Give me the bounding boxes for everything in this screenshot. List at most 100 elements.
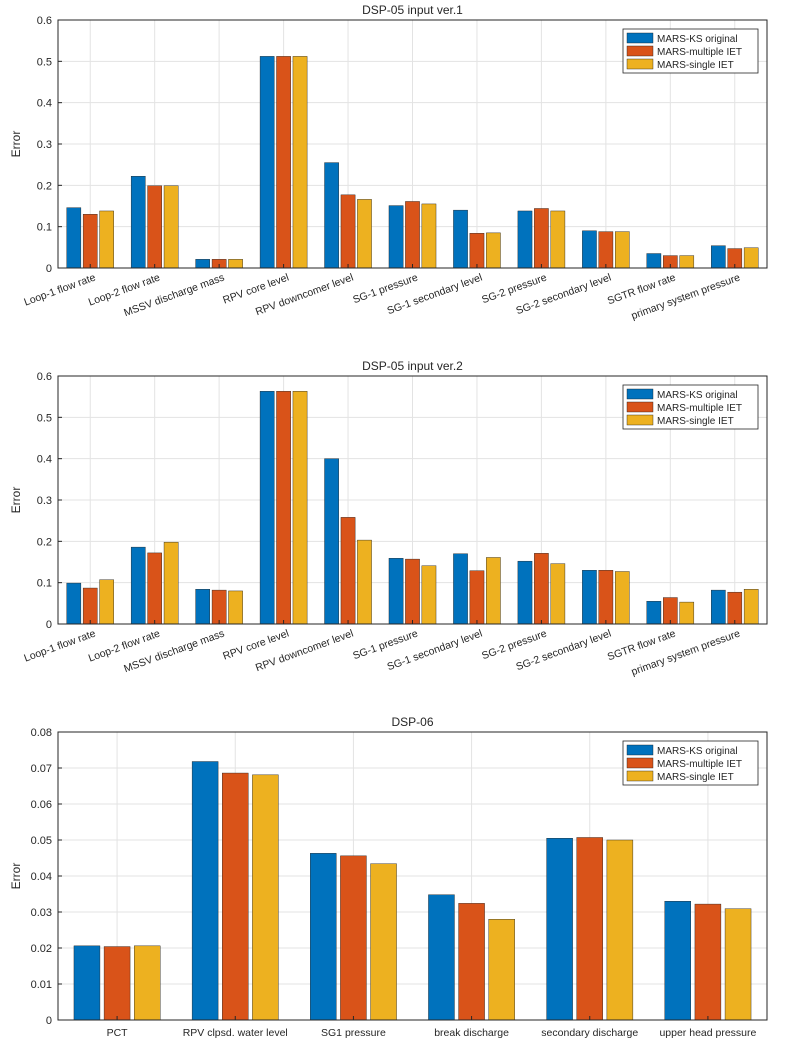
- x-tick-label: primary system pressure: [630, 627, 742, 678]
- bar-mars-single-iet: [679, 601, 695, 625]
- legend-label: MARS-single IET: [657, 60, 734, 71]
- chart-title: DSP-05 input ver.2: [362, 359, 463, 373]
- legend-label: MARS-single IET: [657, 416, 734, 427]
- bar-mars-ks-original: [428, 894, 455, 1021]
- y-tick-label: 0.5: [37, 412, 52, 424]
- bar-mars-ks-original: [517, 560, 533, 625]
- bar-mars-multiple-iet: [694, 903, 722, 1021]
- bar-mars-single-iet: [421, 565, 437, 625]
- chart-title: DSP-06: [391, 715, 433, 729]
- bar-mars-single-iet: [486, 232, 501, 269]
- y-tick-label: 0.2: [37, 180, 52, 192]
- bar-mars-multiple-iet: [469, 233, 485, 269]
- bar-mars-ks-original: [310, 853, 337, 1021]
- bar-mars-single-iet: [615, 571, 630, 625]
- y-tick-label: 0.02: [31, 943, 52, 955]
- bar-mars-single-iet: [724, 908, 752, 1021]
- bar-mars-multiple-iet: [576, 837, 603, 1021]
- legend: MARS-KS original MARS-multiple IET MARS-si…: [622, 384, 759, 430]
- bar-mars-multiple-iet: [469, 570, 485, 625]
- x-tick-label: Loop-1 flow rate: [22, 627, 97, 664]
- y-tick-label: 0.01: [31, 979, 52, 991]
- legend: MARS-KS original MARS-multiple IET MARS-si…: [622, 28, 759, 74]
- bar-mars-ks-original: [191, 761, 219, 1021]
- y-tick-label: 0.5: [37, 56, 52, 68]
- bar-mars-multiple-iet: [534, 208, 549, 269]
- y-axis-label: Error: [9, 487, 23, 514]
- y-tick-label: 0.04: [31, 871, 52, 883]
- bar-mars-multiple-iet: [211, 589, 227, 625]
- x-tick-label: SG1 pressure: [321, 1027, 386, 1039]
- bar-mars-ks-original: [130, 546, 146, 625]
- bar-mars-single-iet: [134, 945, 161, 1021]
- bar-mars-single-iet: [743, 589, 759, 625]
- y-tick-label: 0: [46, 619, 52, 631]
- y-axis-label: Error: [9, 131, 23, 158]
- bar-mars-ks-original: [517, 210, 533, 269]
- legend-label: MARS-KS original: [657, 390, 738, 401]
- x-tick-label: primary system pressure: [630, 271, 742, 322]
- x-tick-label: PCT: [107, 1027, 129, 1039]
- bar-mars-ks-original: [66, 207, 82, 269]
- bar-mars-single-iet: [357, 539, 372, 625]
- legend-label: MARS-KS original: [657, 34, 738, 45]
- legend-swatch: [626, 58, 654, 70]
- bar-mars-multiple-iet: [340, 194, 356, 269]
- bar-mars-single-iet: [370, 863, 397, 1021]
- bar-mars-ks-original: [259, 56, 275, 269]
- bar-mars-multiple-iet: [405, 201, 420, 269]
- bar-mars-single-iet: [550, 210, 566, 269]
- bar-mars-multiple-iet: [405, 558, 420, 625]
- bar-mars-ks-original: [711, 589, 726, 625]
- bar-mars-ks-original: [646, 601, 662, 625]
- x-tick-label: break discharge: [434, 1027, 509, 1039]
- legend-swatch: [626, 770, 654, 782]
- bar-mars-single-iet: [228, 590, 243, 625]
- bar-mars-single-iet: [163, 185, 179, 269]
- y-tick-label: 0.07: [31, 763, 52, 775]
- bar-mars-ks-original: [546, 838, 573, 1021]
- bar-mars-multiple-iet: [727, 591, 743, 625]
- bar-mars-ks-original: [73, 945, 101, 1021]
- x-tick-label: upper head pressure: [659, 1027, 756, 1039]
- y-tick-label: 0: [46, 263, 52, 275]
- bar-mars-ks-original: [582, 570, 597, 625]
- x-tick-label: Loop-1 flow rate: [22, 271, 97, 308]
- x-tick-label: secondary discharge: [541, 1027, 638, 1039]
- bar-mars-single-iet: [615, 231, 630, 269]
- y-tick-label: 0.6: [37, 15, 52, 27]
- bar-mars-ks-original: [453, 553, 468, 625]
- bar-mars-ks-original: [195, 259, 210, 269]
- bar-mars-single-iet: [550, 563, 566, 625]
- bar-mars-ks-original: [453, 209, 468, 269]
- chart-title: DSP-05 input ver.1: [362, 3, 463, 17]
- bar-mars-single-iet: [228, 259, 243, 269]
- bar-mars-ks-original: [324, 458, 339, 625]
- bar-mars-single-iet: [606, 839, 634, 1021]
- bar-mars-multiple-iet: [222, 772, 249, 1021]
- bar-mars-ks-original: [664, 901, 691, 1021]
- bar-mars-ks-original: [259, 391, 275, 625]
- bar-mars-ks-original: [388, 205, 404, 269]
- bar-mars-single-iet: [488, 919, 515, 1021]
- bar-mars-multiple-iet: [340, 855, 367, 1021]
- bar-mars-single-iet: [252, 774, 279, 1021]
- bar-mars-ks-original: [582, 230, 597, 269]
- legend-label: MARS-multiple IET: [657, 759, 742, 770]
- legend-swatch: [626, 744, 654, 756]
- bar-mars-single-iet: [163, 541, 179, 625]
- axes-box: [57, 731, 768, 1021]
- bar-mars-multiple-iet: [340, 517, 356, 625]
- legend-label: MARS-KS original: [657, 746, 738, 757]
- bar-mars-ks-original: [324, 162, 339, 269]
- bar-mars-multiple-iet: [598, 570, 614, 625]
- y-tick-label: 0.06: [31, 799, 52, 811]
- y-tick-label: 0.1: [37, 578, 52, 590]
- bar-mars-multiple-iet: [276, 391, 291, 625]
- y-tick-label: 0.3: [37, 139, 52, 151]
- bar-mars-ks-original: [646, 253, 662, 269]
- y-axis-label: Error: [9, 863, 23, 890]
- y-tick-label: 0.05: [31, 835, 52, 847]
